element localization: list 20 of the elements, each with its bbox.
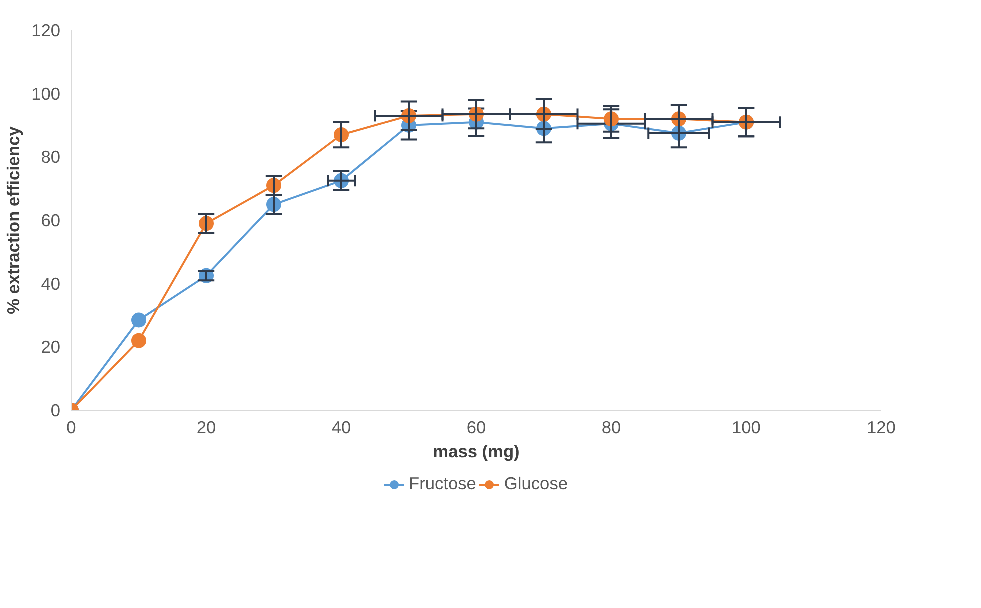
x-tick-label: 60 (466, 418, 486, 438)
x-tick-label: 80 (602, 418, 622, 438)
y-tick-label: 0 (50, 400, 61, 420)
x-tick-label: 0 (66, 418, 76, 438)
x-tick-label: 40 (332, 418, 352, 438)
x-tick-label: 100 (732, 418, 761, 438)
y-tick-label: 100 (32, 84, 61, 104)
x-axis-title: mass (mg) (433, 442, 520, 462)
legend-label: Fructose (409, 474, 476, 494)
point (132, 333, 146, 348)
y-tick-label: 20 (41, 337, 61, 358)
y-axis-title: % extraction efficiency (4, 126, 24, 314)
y-tick-label: 60 (41, 210, 61, 230)
y-tick-label: 40 (41, 274, 61, 294)
legend-label: Glucose (504, 474, 568, 494)
x-tick-label: 20 (196, 418, 216, 438)
point (132, 312, 146, 328)
y-tick-label: 80 (41, 147, 61, 168)
y-tick-label: 120 (32, 20, 61, 40)
x-tick-label: 120 (867, 418, 896, 438)
